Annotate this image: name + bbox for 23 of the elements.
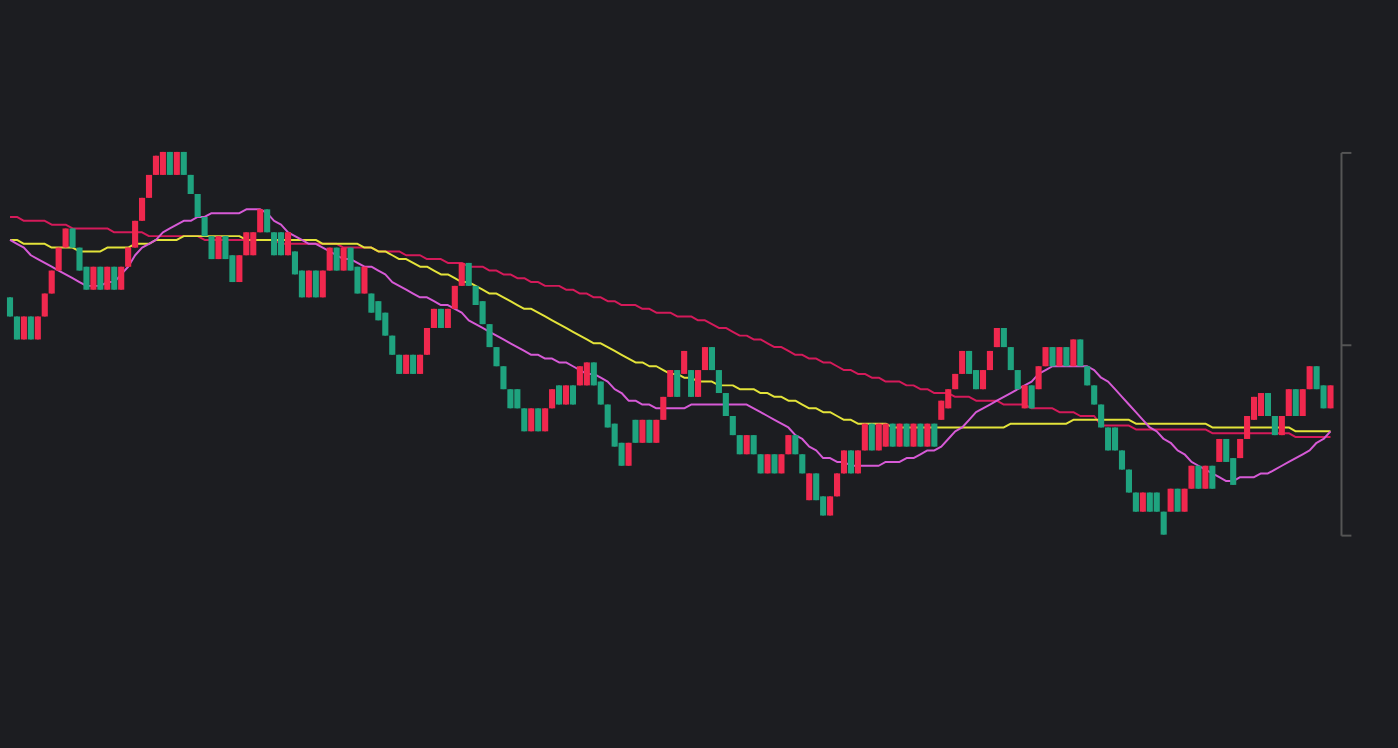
candlestick	[1077, 338, 1084, 368]
candlestick	[688, 369, 695, 398]
candlestick	[674, 369, 681, 398]
candlestick	[827, 495, 834, 517]
candlestick	[194, 194, 201, 217]
candlestick	[806, 472, 813, 502]
candlestick	[562, 384, 570, 406]
candlestick	[1070, 338, 1077, 368]
candlestick	[1299, 388, 1306, 417]
candlestick	[667, 369, 674, 398]
candlestick	[361, 265, 368, 295]
candlestick	[569, 384, 577, 406]
candlestick	[62, 227, 69, 249]
candlestick	[1285, 388, 1292, 417]
candlestick	[1292, 388, 1299, 417]
candlestick	[69, 227, 76, 249]
candlestick	[694, 369, 702, 398]
candlestick	[555, 384, 563, 406]
candlestick	[132, 219, 139, 249]
candlestick	[423, 326, 431, 356]
candlestick	[236, 254, 243, 284]
candlestick	[1091, 384, 1098, 406]
candlestick	[1118, 449, 1126, 471]
